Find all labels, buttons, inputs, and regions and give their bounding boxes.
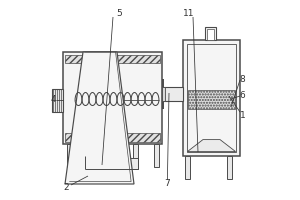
Text: 2: 2 <box>64 182 69 192</box>
Bar <box>188 44 236 152</box>
Bar <box>85 158 138 169</box>
Bar <box>162 87 183 101</box>
Text: 4: 4 <box>51 96 56 104</box>
Bar <box>65 55 160 63</box>
Bar <box>185 156 190 179</box>
Bar <box>67 144 72 167</box>
Text: 7: 7 <box>164 179 170 188</box>
Text: 6: 6 <box>240 92 245 100</box>
Bar <box>65 133 160 142</box>
Bar <box>162 87 165 101</box>
Bar <box>90 144 95 167</box>
Bar <box>205 27 216 40</box>
Bar <box>183 40 240 156</box>
Bar <box>207 29 214 40</box>
Text: 5: 5 <box>116 8 122 18</box>
Polygon shape <box>188 140 236 152</box>
Bar <box>227 156 232 179</box>
Text: 8: 8 <box>240 75 245 84</box>
Bar <box>52 89 63 112</box>
Bar <box>188 90 235 109</box>
Bar <box>154 144 159 167</box>
Bar <box>63 52 162 144</box>
Text: 11: 11 <box>183 8 195 18</box>
Polygon shape <box>65 52 134 184</box>
Bar <box>133 144 138 167</box>
Text: 1: 1 <box>240 112 245 120</box>
